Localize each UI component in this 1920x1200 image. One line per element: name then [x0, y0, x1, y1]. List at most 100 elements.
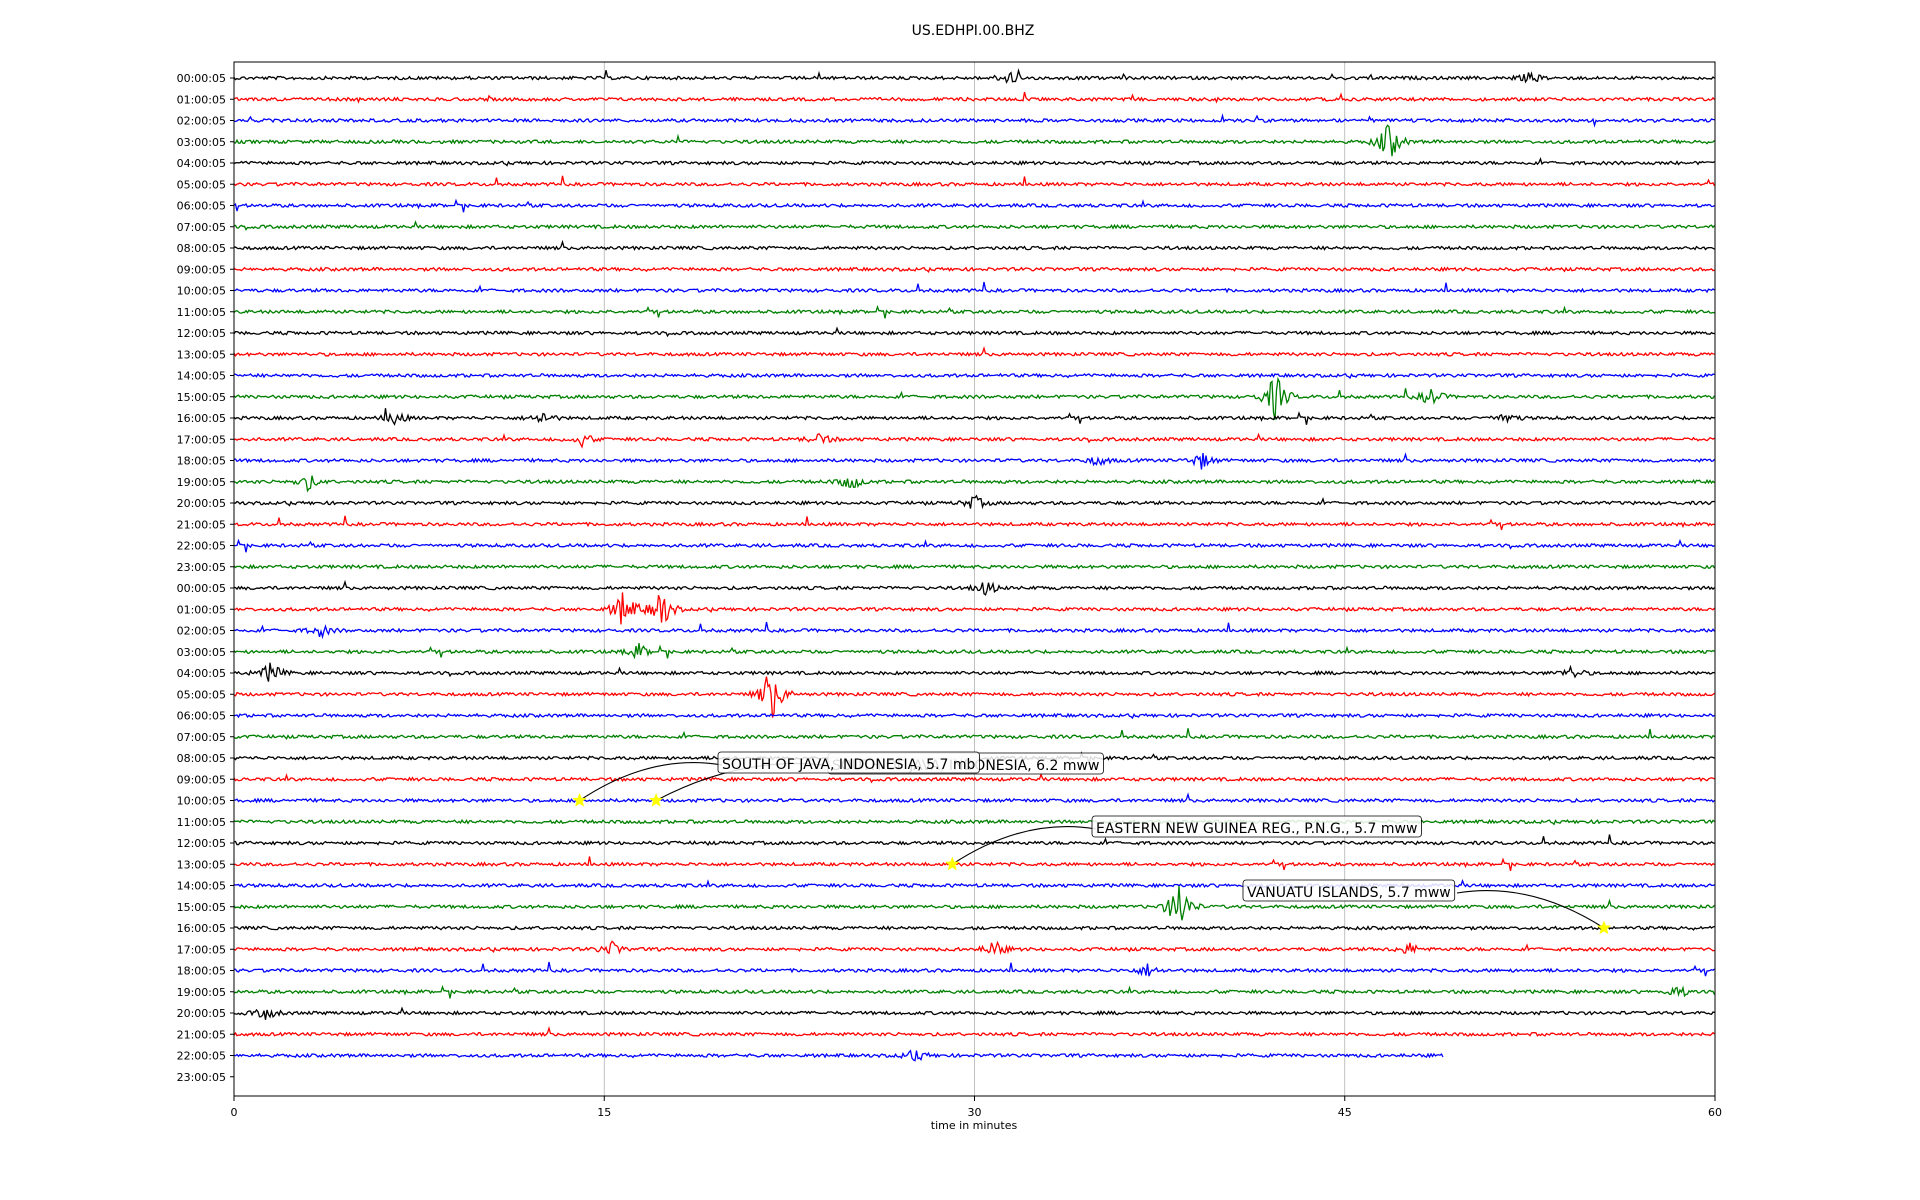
- row-time-label: 19:00:05: [177, 476, 226, 489]
- trace-row: [233, 940, 1715, 956]
- row-time-label: 16:00:05: [177, 922, 226, 935]
- row-time-label: 10:00:05: [177, 285, 226, 298]
- trace-row: [233, 878, 1715, 890]
- row-time-label: 18:00:05: [177, 455, 226, 468]
- event-leader-line: [1456, 890, 1605, 929]
- trace-row: [233, 432, 1715, 449]
- trace-row: [233, 712, 1715, 720]
- x-tick-label: 15: [597, 1106, 611, 1119]
- trace-row: [233, 376, 1716, 420]
- row-time-label: 04:00:05: [177, 157, 226, 170]
- trace-row: [233, 676, 1715, 718]
- event-label: EASTERN NEW GUINEA REG., P.N.G., 5.7 mww: [1096, 821, 1417, 837]
- trace-row: [233, 175, 1716, 188]
- row-time-label: 03:00:05: [177, 646, 226, 659]
- trace-row: [233, 925, 1715, 931]
- x-tick-label: 30: [968, 1106, 982, 1119]
- x-axis-label: time in minutes: [931, 1119, 1018, 1132]
- trace-row: [233, 475, 1715, 493]
- event-star-marker: [1596, 920, 1612, 935]
- trace-row: [233, 326, 1715, 338]
- row-time-label: 22:00:05: [177, 1050, 226, 1063]
- trace-row: [233, 728, 1715, 740]
- event-label: VANUATU ISLANDS, 5.7 mww: [1247, 885, 1451, 901]
- row-time-label: 11:00:05: [177, 306, 226, 319]
- trace-row: [233, 772, 1715, 784]
- event-annotation: SOUTH OF JAVA, INDONESIA, 5.7 mb: [572, 751, 980, 807]
- x-tick-label: 0: [231, 1106, 238, 1119]
- row-time-label: 06:00:05: [177, 710, 226, 723]
- trace-row: [233, 113, 1715, 128]
- event-star-marker: [648, 792, 664, 807]
- trace-row: [233, 818, 1715, 826]
- trace-row: [233, 662, 1715, 682]
- row-time-label: 17:00:05: [177, 943, 226, 956]
- trace-row: [233, 156, 1715, 167]
- grid-lines: [603, 62, 1346, 1096]
- row-time-label: 11:00:05: [177, 816, 226, 829]
- trace-row: [233, 124, 1715, 157]
- row-time-label: 20:00:05: [177, 1007, 226, 1020]
- row-time-label: 18:00:05: [177, 965, 226, 978]
- trace-row: [233, 281, 1715, 294]
- row-time-label: 07:00:05: [177, 221, 226, 234]
- row-time-label: 13:00:05: [177, 348, 226, 361]
- event-star-marker: [944, 856, 960, 871]
- row-time-label: 05:00:05: [177, 688, 226, 701]
- row-time-labels: 00:00:05 01:00:05 02:00:05 03:00:05 04:00:05…: [177, 72, 234, 1084]
- traces: [233, 68, 1716, 1062]
- trace-row: [233, 579, 1715, 596]
- event-leader-line: [579, 762, 723, 801]
- trace-row: [233, 220, 1715, 231]
- trace-row: [233, 345, 1715, 358]
- row-time-label: 03:00:05: [177, 136, 226, 149]
- row-time-label: 01:00:05: [177, 93, 226, 106]
- trace-row: [234, 515, 1715, 531]
- row-time-label: 14:00:05: [177, 370, 226, 383]
- x-tick-label: 45: [1338, 1106, 1352, 1119]
- trace-row: [233, 198, 1715, 213]
- event-label-box: [1091, 815, 1422, 838]
- trace-row: [233, 239, 1715, 251]
- row-time-label: 05:00:05: [177, 178, 226, 191]
- row-time-label: 01:00:05: [177, 603, 226, 616]
- row-time-label: 00:00:05: [177, 582, 226, 595]
- chart-title: US.EDHPI.00.BHZ: [912, 23, 1035, 39]
- trace-row: [233, 372, 1715, 380]
- trace-row: [233, 885, 1715, 921]
- row-time-label: 12:00:05: [177, 837, 226, 850]
- row-time-label: 16:00:05: [177, 412, 226, 425]
- row-time-label: 10:00:05: [177, 795, 226, 808]
- trace-row: [233, 408, 1715, 426]
- trace-row: [233, 563, 1716, 570]
- row-time-label: 02:00:05: [177, 625, 226, 638]
- trace-row: [233, 68, 1715, 84]
- row-time-label: 00:00:05: [177, 72, 226, 85]
- row-time-label: 14:00:05: [177, 880, 226, 893]
- trace-row: [233, 1006, 1715, 1020]
- row-time-label: 02:00:05: [177, 115, 226, 128]
- trace-row: [233, 592, 1715, 625]
- trace-row: [233, 1025, 1715, 1038]
- row-time-label: 15:00:05: [177, 901, 226, 914]
- row-time-label: 21:00:05: [177, 1028, 226, 1041]
- row-time-label: 17:00:05: [177, 433, 226, 446]
- trace-row: [233, 452, 1716, 470]
- row-time-label: 20:00:05: [177, 497, 226, 510]
- row-time-label: 19:00:05: [177, 986, 226, 999]
- trace-row: [233, 984, 1716, 999]
- row-time-label: 23:00:05: [177, 561, 226, 574]
- trace-row: [233, 643, 1715, 660]
- event-annotation: EASTERN NEW GUINEA REG., P.N.G., 5.7 mww: [944, 815, 1422, 871]
- trace-row: [233, 856, 1715, 872]
- row-time-label: 08:00:05: [177, 242, 226, 255]
- row-time-label: 08:00:05: [177, 752, 226, 765]
- row-time-label: 09:00:05: [177, 773, 226, 786]
- row-time-label: 13:00:05: [177, 858, 226, 871]
- trace-row: [233, 304, 1715, 319]
- trace-row: [233, 538, 1715, 553]
- trace-row: [233, 621, 1716, 640]
- row-time-label: 04:00:05: [177, 667, 226, 680]
